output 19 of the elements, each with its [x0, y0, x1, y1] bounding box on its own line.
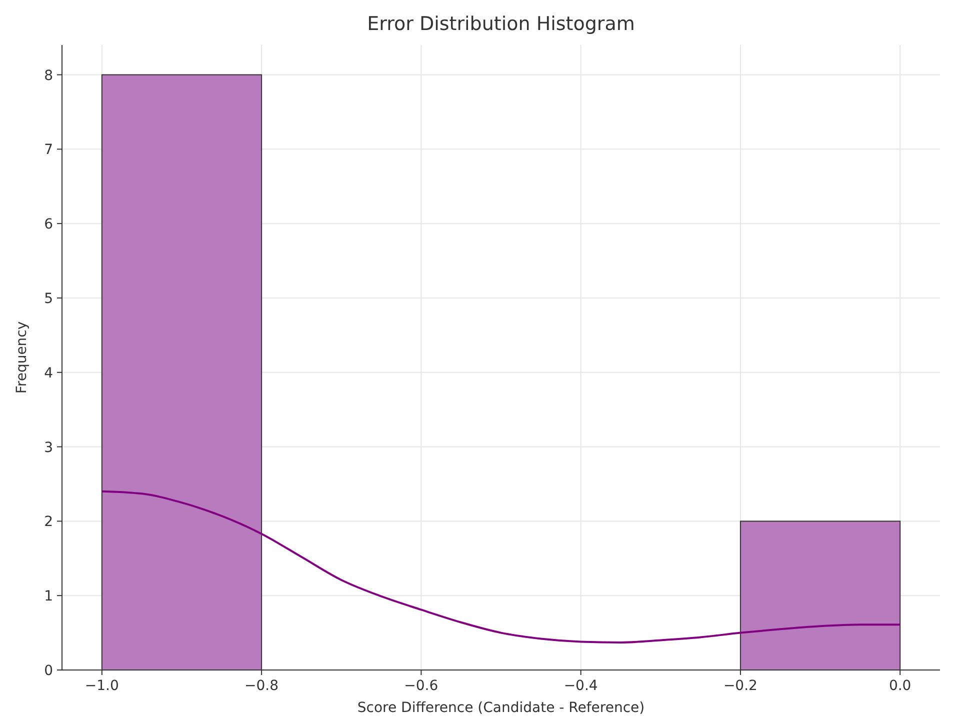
x-tick-label: −0.4 — [564, 678, 598, 694]
y-axis-title: Frequency — [14, 321, 30, 394]
x-tick-label: −0.2 — [723, 678, 758, 694]
y-tick-label: 1 — [44, 588, 53, 605]
y-tick-label: 8 — [44, 68, 53, 84]
y-tick-label: 4 — [44, 365, 54, 382]
y-tick-label: 3 — [44, 440, 53, 456]
x-tick-label: −0.8 — [244, 678, 279, 694]
chart-title: Error Distribution Histogram — [367, 13, 635, 35]
x-tick-label: −1.0 — [84, 678, 119, 694]
y-tick-label: 2 — [44, 514, 53, 530]
y-tick-label: 7 — [44, 142, 53, 158]
line-series — [100, 490, 902, 644]
y-tick-label: 0 — [44, 663, 53, 679]
x-tick-label: −0.6 — [404, 678, 438, 694]
y-tick-label: 6 — [44, 216, 54, 233]
x-axis-title: Score Difference (Candidate - Reference) — [357, 700, 645, 716]
y-tick-label: 5 — [44, 290, 53, 307]
x-tick-label: 0.0 — [888, 678, 912, 694]
